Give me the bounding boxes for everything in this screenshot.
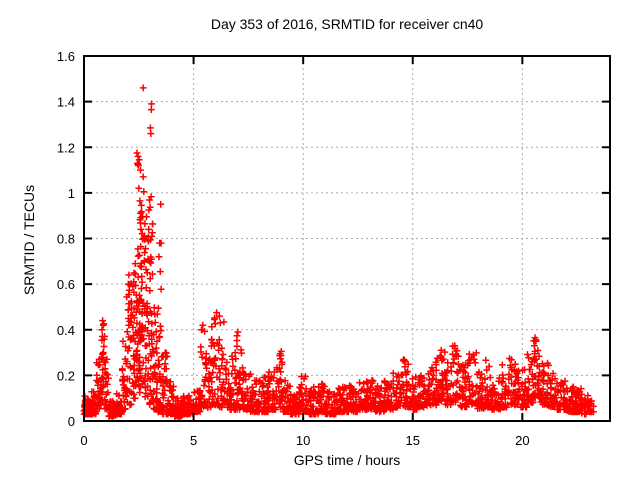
x-tick-label: 20 [515, 433, 529, 448]
scatter-points [80, 84, 597, 420]
y-axis-label: SRMTID / TECUs [21, 184, 37, 296]
y-tick-label: 1.2 [57, 140, 75, 155]
x-tick-label: 15 [406, 433, 420, 448]
x-axis-label: GPS time / hours [293, 452, 401, 468]
grid-lines [86, 58, 608, 419]
y-tick-label: 0.2 [57, 368, 75, 383]
y-tick-label: 1.4 [57, 95, 75, 110]
x-tick-label: 5 [190, 433, 197, 448]
y-tick-label: 0.4 [57, 323, 75, 338]
plot-border [83, 55, 611, 422]
x-tick-label: 0 [80, 433, 87, 448]
chart-title: Day 353 of 2016, SRMTID for receiver cn4… [210, 16, 484, 32]
y-tick-label: 1 [68, 186, 75, 201]
y-tick-label: 0 [68, 414, 75, 429]
y-tick-label: 0.6 [57, 277, 75, 292]
x-tick-label: 10 [296, 433, 310, 448]
y-tick-label: 1.6 [57, 49, 75, 64]
y-tick-label: 0.8 [57, 232, 75, 247]
